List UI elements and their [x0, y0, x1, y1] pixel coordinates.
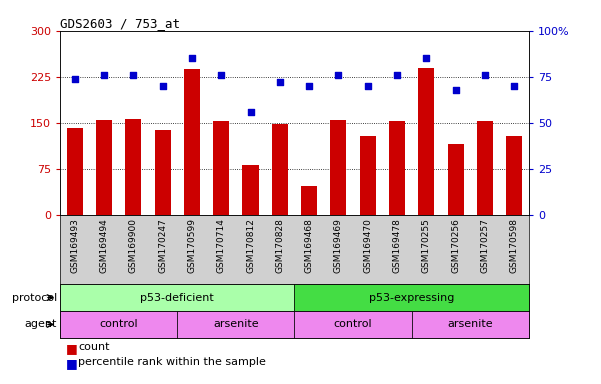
Bar: [96, 120, 112, 215]
Point: [216, 72, 226, 78]
Bar: [412, 311, 529, 338]
Text: agent: agent: [25, 319, 57, 329]
Bar: [477, 121, 493, 215]
Text: GSM169468: GSM169468: [305, 218, 314, 273]
Text: arsenite: arsenite: [448, 319, 493, 329]
Point: [334, 72, 343, 78]
Point: [510, 83, 519, 89]
Text: GSM169469: GSM169469: [334, 218, 343, 273]
Text: GSM169900: GSM169900: [129, 218, 138, 273]
Bar: [331, 120, 347, 215]
Point: [304, 83, 314, 89]
Text: protocol: protocol: [12, 293, 57, 303]
Point: [451, 87, 460, 93]
Text: count: count: [78, 342, 109, 352]
Text: ■: ■: [66, 357, 78, 370]
Bar: [177, 311, 294, 338]
Point: [187, 55, 197, 61]
Point: [158, 83, 168, 89]
Bar: [67, 128, 83, 215]
Text: GSM169494: GSM169494: [100, 218, 109, 273]
Text: GSM170257: GSM170257: [480, 218, 489, 273]
Bar: [272, 124, 288, 215]
Bar: [60, 311, 177, 338]
Text: GSM170255: GSM170255: [422, 218, 431, 273]
Point: [480, 72, 490, 78]
Text: GSM169470: GSM169470: [363, 218, 372, 273]
Point: [70, 76, 79, 82]
Point: [246, 109, 255, 115]
Text: GSM170598: GSM170598: [510, 218, 519, 273]
Point: [275, 79, 285, 85]
Bar: [60, 284, 294, 311]
Bar: [294, 311, 412, 338]
Bar: [506, 136, 522, 215]
Text: GSM170828: GSM170828: [275, 218, 284, 273]
Point: [129, 72, 138, 78]
Point: [363, 83, 373, 89]
Bar: [294, 284, 529, 311]
Text: control: control: [334, 319, 373, 329]
Text: GSM170247: GSM170247: [158, 218, 167, 273]
Text: ■: ■: [66, 342, 78, 355]
Text: percentile rank within the sample: percentile rank within the sample: [78, 357, 266, 367]
Bar: [389, 121, 405, 215]
Bar: [184, 70, 200, 215]
Text: arsenite: arsenite: [213, 319, 258, 329]
Point: [99, 72, 109, 78]
Text: GSM170714: GSM170714: [217, 218, 226, 273]
Bar: [448, 144, 464, 215]
Bar: [301, 186, 317, 215]
Text: GSM169493: GSM169493: [70, 218, 79, 273]
Bar: [418, 68, 435, 215]
Text: p53-expressing: p53-expressing: [369, 293, 454, 303]
Bar: [213, 121, 230, 215]
Point: [421, 55, 431, 61]
Text: control: control: [99, 319, 138, 329]
Text: GSM169478: GSM169478: [392, 218, 401, 273]
Bar: [154, 130, 171, 215]
Text: GSM170256: GSM170256: [451, 218, 460, 273]
Text: GDS2603 / 753_at: GDS2603 / 753_at: [60, 17, 180, 30]
Text: GSM170599: GSM170599: [188, 218, 197, 273]
Bar: [242, 165, 258, 215]
Bar: [125, 119, 141, 215]
Text: p53-deficient: p53-deficient: [141, 293, 214, 303]
Bar: [359, 136, 376, 215]
Text: GSM170812: GSM170812: [246, 218, 255, 273]
Point: [392, 72, 402, 78]
